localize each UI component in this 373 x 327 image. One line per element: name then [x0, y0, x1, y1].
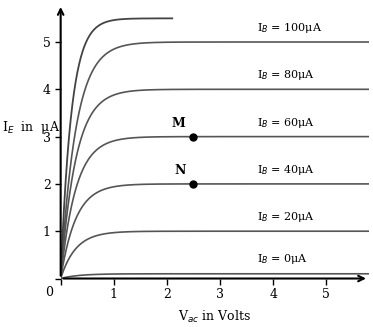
Text: V$_{ac}$ in Volts: V$_{ac}$ in Volts [178, 309, 251, 325]
Text: I$_B$ = 0μA: I$_B$ = 0μA [257, 252, 308, 266]
Text: I$_B$ = 80μA: I$_B$ = 80μA [257, 68, 315, 82]
Text: I$_B$ = 60μA: I$_B$ = 60μA [257, 115, 315, 129]
Text: M: M [172, 116, 185, 129]
Text: I$_B$ = 40μA: I$_B$ = 40μA [257, 163, 315, 177]
Text: I$_B$ = 100μA: I$_B$ = 100μA [257, 21, 322, 35]
Text: I$_E$  in  μA: I$_E$ in μA [2, 119, 60, 136]
Text: 0: 0 [45, 285, 53, 299]
Text: N: N [174, 164, 185, 177]
Text: I$_B$ = 20μA: I$_B$ = 20μA [257, 210, 315, 224]
